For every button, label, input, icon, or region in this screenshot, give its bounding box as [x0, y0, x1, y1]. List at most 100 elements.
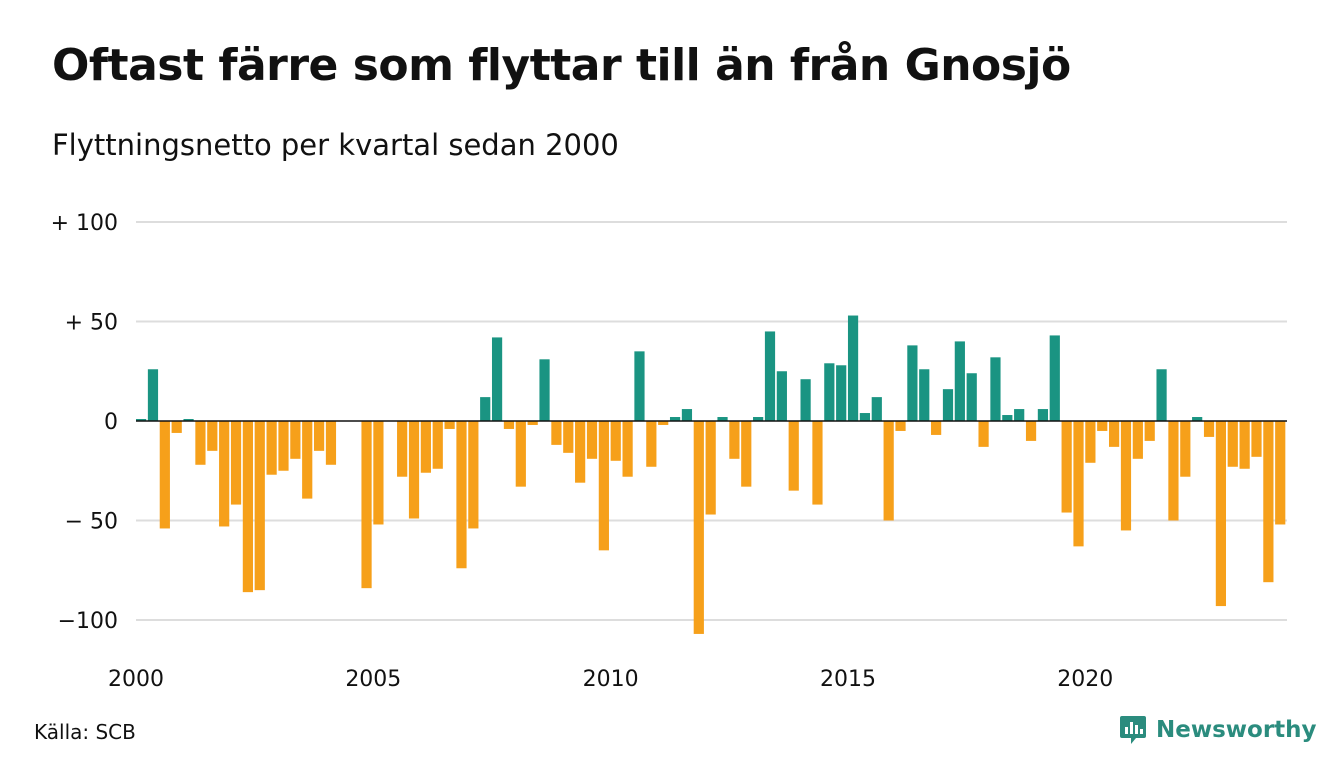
bar [954, 341, 965, 421]
bar [1156, 369, 1167, 421]
bar [1275, 421, 1286, 525]
bar [278, 421, 289, 471]
bar [207, 421, 218, 451]
bar [361, 421, 372, 589]
y-tick-label: + 100 [51, 211, 118, 236]
bar [1025, 421, 1037, 441]
bar [254, 421, 265, 591]
bar [978, 421, 989, 447]
bar [622, 421, 633, 477]
bar [515, 421, 526, 487]
bar [420, 421, 431, 473]
x-axis-labels: 2000 2005 2010 2015 2020 [108, 667, 1113, 692]
bar [764, 331, 776, 421]
bar [693, 421, 704, 634]
bar [990, 357, 1001, 421]
bar [147, 369, 159, 421]
bar [539, 359, 550, 421]
bar [468, 421, 479, 529]
bar [705, 421, 716, 515]
bar [824, 363, 835, 421]
bar [729, 421, 740, 459]
x-tick-label: 2020 [1057, 667, 1113, 692]
bar [669, 417, 681, 421]
bar [895, 421, 906, 431]
bar [563, 421, 574, 453]
gridlines [136, 221, 1287, 621]
bar [836, 365, 847, 421]
y-tick-label: − 50 [65, 510, 118, 535]
bars [136, 315, 1287, 634]
bar [1192, 417, 1203, 421]
y-tick-label: −100 [58, 609, 118, 634]
brand-logo: Newsworthy [1118, 714, 1317, 746]
bar [219, 421, 230, 527]
bar [788, 421, 799, 491]
bar [444, 421, 455, 429]
x-tick-label: 2000 [108, 667, 164, 692]
bar [1168, 421, 1179, 521]
bar [776, 371, 787, 421]
bar [242, 421, 253, 593]
bar [1037, 409, 1049, 421]
bar [266, 421, 277, 475]
bar [171, 421, 182, 433]
newsworthy-logo-icon [1120, 716, 1146, 744]
y-tick-label: + 50 [65, 311, 118, 336]
bar [136, 419, 147, 421]
bar [1215, 421, 1226, 607]
x-tick-label: 2015 [820, 667, 876, 692]
bar [646, 421, 657, 467]
bar [503, 421, 515, 429]
bar [919, 369, 930, 421]
bar [1109, 421, 1120, 447]
bar [717, 417, 728, 421]
bar [551, 421, 562, 445]
bar [1132, 421, 1143, 459]
bar [575, 421, 586, 483]
bar [1014, 409, 1025, 421]
bar [313, 421, 325, 451]
y-tick-label: 0 [104, 410, 118, 435]
bar [1203, 421, 1215, 437]
bar [432, 421, 443, 469]
bar [1061, 421, 1072, 513]
bar [859, 413, 871, 421]
bar [907, 345, 918, 421]
bar [290, 421, 301, 459]
bar [230, 421, 242, 505]
bar [397, 421, 408, 477]
bar [1239, 421, 1250, 469]
bar [1097, 421, 1108, 431]
bar [753, 417, 764, 421]
bar [195, 421, 206, 465]
bar [800, 379, 811, 421]
bar [1251, 421, 1262, 457]
bar [159, 421, 170, 529]
bar [871, 397, 882, 421]
bar [183, 419, 194, 421]
bar [527, 421, 538, 425]
brand-name: Newsworthy [1156, 717, 1317, 743]
chart-title: Oftast färre som flyttar till än från Gn… [52, 40, 1071, 91]
bar [491, 337, 503, 421]
bar [681, 409, 693, 421]
bar [1144, 421, 1155, 441]
bar [1120, 421, 1132, 531]
x-tick-label: 2010 [583, 667, 639, 692]
bar [302, 421, 313, 499]
bar [586, 421, 598, 459]
chart-subtitle: Flyttningsnetto per kvartal sedan 2000 [52, 128, 619, 162]
bar [966, 373, 977, 421]
bar [931, 421, 942, 435]
y-axis-labels: + 100 + 50 0 − 50 −100 [51, 211, 118, 634]
bar [658, 421, 669, 425]
bar [1049, 335, 1060, 421]
source-note: Källa: SCB [34, 720, 136, 744]
bar [1180, 421, 1191, 477]
bar [598, 421, 609, 551]
bar [373, 421, 384, 525]
bar [1227, 421, 1238, 467]
bar [741, 421, 752, 487]
